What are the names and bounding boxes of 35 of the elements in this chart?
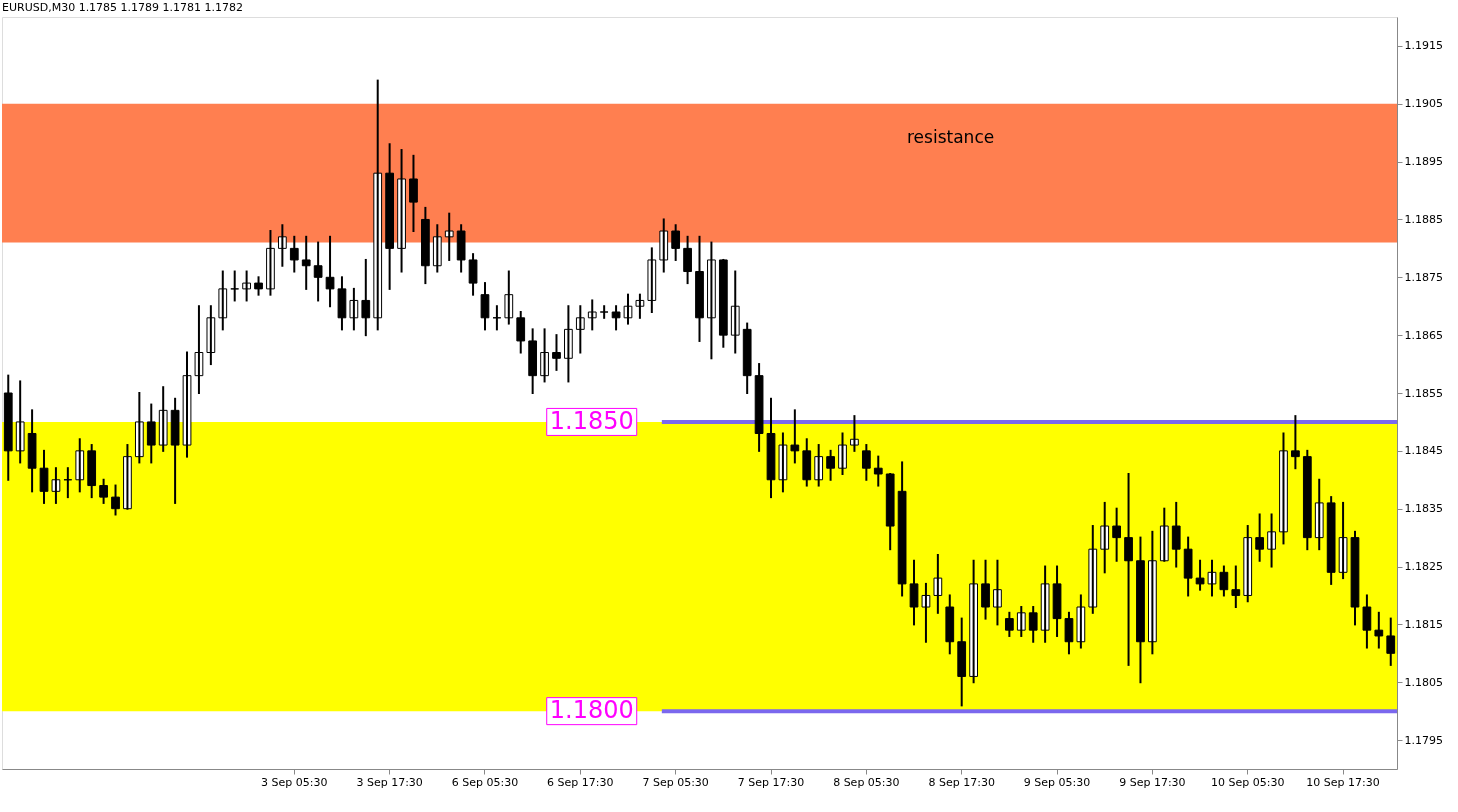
x-tick-label: 7 Sep 05:30: [642, 775, 709, 789]
candlestick: [1350, 530, 1360, 626]
y-tick-label: 1.1845: [1404, 444, 1443, 458]
y-tick-label: 1.1915: [1404, 39, 1443, 53]
ref-line-label: 1.1800: [549, 696, 634, 725]
x-tick-label: 7 Sep 17:30: [737, 775, 805, 789]
candlestick: [1195, 559, 1205, 591]
x-tick-label: 3 Sep 05:30: [261, 775, 328, 789]
y-tick-label: 1.1795: [1404, 733, 1443, 747]
y-tick-label: 1.1875: [1404, 270, 1443, 284]
y-tick-label: 1.1855: [1404, 386, 1443, 400]
candlestick: [39, 449, 49, 504]
x-tick-label: 8 Sep 17:30: [928, 775, 995, 789]
x-tick-label: 9 Sep 05:30: [1023, 775, 1091, 789]
x-tick-label: 9 Sep 17:30: [1119, 775, 1186, 789]
y-tick-label: 1.1905: [1404, 97, 1443, 111]
x-tick-label: 10 Sep 17:30: [1306, 775, 1380, 789]
x-tick-label: 8 Sep 05:30: [833, 775, 900, 789]
chart-title: EURUSD,M30 1.1785 1.1789 1.1781 1.1782: [2, 1, 244, 14]
x-tick-label: 10 Sep 05:30: [1211, 775, 1285, 789]
x-tick-label: 6 Sep 05:30: [451, 775, 519, 789]
x-tick-label: 3 Sep 17:30: [356, 775, 423, 789]
y-tick-label: 1.1865: [1404, 328, 1443, 342]
candlestick: [242, 270, 251, 302]
x-tick-label: 6 Sep 17:30: [547, 775, 614, 789]
y-tick-label: 1.1815: [1404, 617, 1443, 631]
y-tick-label: 1.1835: [1404, 502, 1443, 516]
ref-line-label: 1.1850: [549, 406, 634, 435]
candlestick: [766, 397, 776, 499]
y-tick-label: 1.1885: [1404, 212, 1443, 226]
band-label: resistance: [907, 127, 995, 148]
y-tick-label: 1.1895: [1404, 155, 1443, 169]
candlestick: [254, 276, 263, 296]
y-tick-label: 1.1805: [1404, 675, 1443, 689]
y-tick-label: 1.1825: [1404, 560, 1443, 574]
